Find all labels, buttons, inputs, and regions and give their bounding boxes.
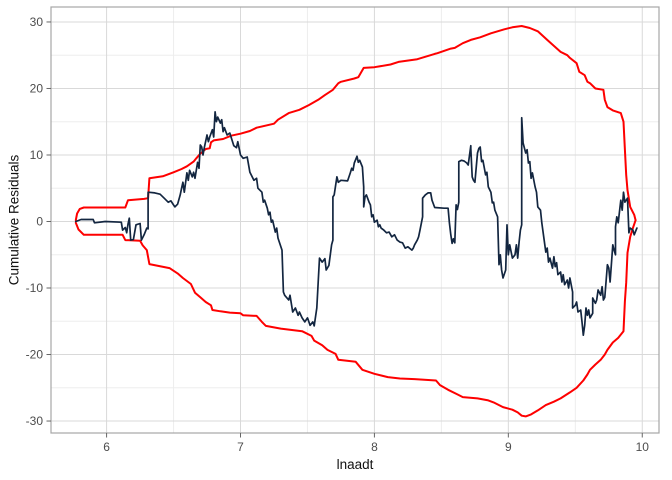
y-tick-label: 0 xyxy=(36,214,43,228)
y-tick-label: -20 xyxy=(26,348,44,362)
y-tick-label: -30 xyxy=(26,414,44,428)
x-tick-label: 6 xyxy=(103,440,110,454)
x-tick-label: 8 xyxy=(371,440,378,454)
y-tick-label: 20 xyxy=(30,81,44,95)
series-envelope-lower xyxy=(74,219,637,418)
x-tick-label: 7 xyxy=(237,440,244,454)
x-axis-title: lnaadt xyxy=(336,457,374,472)
y-tick-label: 10 xyxy=(30,148,44,162)
series-cumulative-residuals xyxy=(74,110,638,337)
x-tick-label: 9 xyxy=(505,440,512,454)
y-tick-label: -10 xyxy=(26,281,44,295)
y-tick-label: 30 xyxy=(30,15,44,29)
series-envelope-upper xyxy=(74,25,637,222)
x-tick-label: 10 xyxy=(636,440,650,454)
plot-panel xyxy=(51,7,659,433)
panel-border xyxy=(50,6,660,434)
y-axis-title: Cumulative Residuals xyxy=(6,154,22,286)
